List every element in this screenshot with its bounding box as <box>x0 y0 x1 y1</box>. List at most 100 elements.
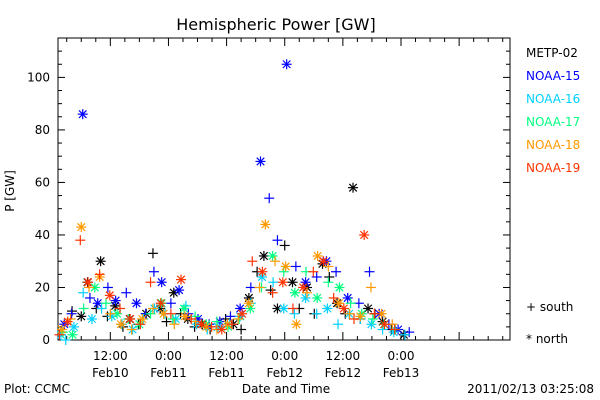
data-point-north <box>278 303 289 314</box>
data-point-south <box>389 324 400 335</box>
data-point-south <box>308 266 319 277</box>
x-tick-time-label: 12:00 <box>326 349 361 363</box>
data-point-north <box>334 282 345 293</box>
data-point-north <box>280 261 291 272</box>
data-point-north <box>255 156 266 167</box>
x-tick-time-label: 0:00 <box>388 349 415 363</box>
data-point-south <box>233 313 244 324</box>
y-tick-label: 100 <box>27 70 50 84</box>
x-tick-time-label: 12:00 <box>93 349 128 363</box>
data-point-north <box>125 313 136 324</box>
legend-series-noaa-17: NOAA-17 <box>526 115 581 129</box>
data-point-south <box>148 266 159 277</box>
chart-title: Hemispheric Power [GW] <box>176 15 375 34</box>
x-tick-date-label: Feb10 <box>92 366 129 380</box>
data-point-north <box>388 327 399 338</box>
data-point-north <box>312 250 323 261</box>
data-point-north <box>257 266 268 277</box>
data-point-south <box>78 303 89 314</box>
data-point-north <box>300 292 311 303</box>
data-point-south <box>365 282 376 293</box>
data-point-south <box>94 269 105 280</box>
x-tick-date-label: Feb11 <box>208 366 245 380</box>
data-point-north <box>318 256 329 267</box>
y-tick-label: 40 <box>35 228 50 242</box>
data-point-north <box>137 313 148 324</box>
data-point-south <box>145 277 156 288</box>
x-tick-date-label: Feb13 <box>383 366 420 380</box>
data-point-north <box>86 313 97 324</box>
data-point-south <box>323 261 334 272</box>
data-point-south <box>287 303 298 314</box>
data-point-south <box>66 308 77 319</box>
data-point-north <box>363 303 374 314</box>
data-point-south <box>126 324 137 335</box>
data-point-north <box>258 250 269 261</box>
data-point-south <box>206 321 217 332</box>
data-point-north <box>237 308 248 319</box>
data-point-north <box>243 298 254 309</box>
x-tick-time-label: 12:00 <box>209 349 244 363</box>
data-point-south <box>100 298 111 309</box>
data-point-south <box>328 292 339 303</box>
legend-series-noaa-16: NOAA-16 <box>526 92 581 106</box>
data-point-south <box>399 329 410 340</box>
footer-timestamp: 2011/02/13 03:25:08 <box>467 382 594 396</box>
data-point-north <box>76 311 87 322</box>
axes: 0 20 40 60 80 100 12:00 Feb10 0:00 Feb11 12:00 Feb1… <box>27 38 510 380</box>
data-point-south <box>367 313 378 324</box>
data-point-south <box>279 240 290 251</box>
data-point-north <box>176 274 187 285</box>
data-point-south <box>147 303 158 314</box>
data-point-south <box>165 298 176 309</box>
data-point-north <box>287 277 298 288</box>
data-point-south <box>311 271 322 282</box>
data-point-south <box>135 319 146 330</box>
data-point-south <box>349 313 360 324</box>
data-point-south <box>265 285 276 296</box>
data-point-south <box>84 292 95 303</box>
data-point-north <box>348 182 359 193</box>
data-point-south <box>161 316 172 327</box>
data-point-south <box>115 303 126 314</box>
data-point-south <box>264 193 275 204</box>
plot-frame <box>57 37 511 341</box>
data-point-south <box>333 319 344 330</box>
data-point-north <box>260 219 271 230</box>
legend-series-noaa-19: NOAA-19 <box>526 161 581 175</box>
data-point-north <box>359 229 370 240</box>
data-points <box>54 59 415 345</box>
data-point-south <box>290 261 301 272</box>
data-point-south <box>105 308 116 319</box>
data-point-south <box>165 308 176 319</box>
y-tick-label: 80 <box>35 123 50 137</box>
x-tick-time-label: 0:00 <box>155 349 182 363</box>
data-point-north <box>179 311 190 322</box>
data-point-south <box>302 287 313 298</box>
data-point-south <box>268 277 279 288</box>
data-point-north <box>322 303 333 314</box>
data-point-north <box>338 303 349 314</box>
data-point-north <box>312 292 323 303</box>
data-point-north <box>291 319 302 330</box>
data-point-south <box>121 287 132 298</box>
data-point-north <box>289 287 300 298</box>
data-point-south <box>236 324 247 335</box>
data-point-south <box>245 282 256 293</box>
data-point-south <box>254 282 265 293</box>
x-tick-date-label: Feb12 <box>266 366 303 380</box>
x-tick-date-label: Feb11 <box>150 366 187 380</box>
y-tick-label: 0 <box>42 333 50 347</box>
data-point-south <box>272 235 283 246</box>
data-point-south <box>169 319 180 330</box>
data-point-south <box>54 329 65 340</box>
data-point-south <box>225 311 236 322</box>
data-point-north <box>366 319 377 330</box>
data-point-south <box>289 308 300 319</box>
data-point-south <box>186 313 197 324</box>
data-point-north <box>355 311 366 322</box>
x-axis-label: Date and Time <box>241 382 331 396</box>
data-point-south <box>60 335 71 345</box>
data-point-south <box>167 313 178 324</box>
